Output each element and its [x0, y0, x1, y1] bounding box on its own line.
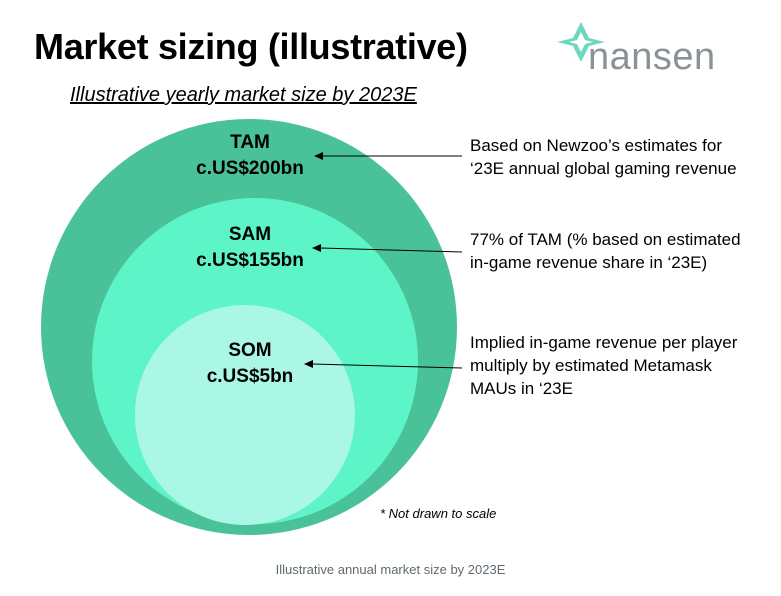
sam-note-line: 77% of TAM (% based on estimated [470, 230, 741, 249]
footnote: * Not drawn to scale [380, 506, 497, 521]
som-note: Implied in-game revenue per player multi… [470, 331, 737, 400]
som-circle [135, 305, 355, 525]
som-arrow [311, 363, 463, 369]
sam-note: 77% of TAM (% based on estimated in-game… [470, 228, 741, 274]
caption: Illustrative annual market size by 2023E [275, 562, 506, 577]
tam-note-line: ‘23E annual global gaming revenue [470, 159, 737, 178]
sam-name: SAM [228, 224, 272, 245]
sam-arrowhead [312, 244, 321, 252]
sam-value: c.US$155bn [196, 250, 304, 271]
som-note-line: Implied in-game revenue per player [470, 333, 738, 352]
som-value: c.US$5bn [206, 366, 294, 387]
tam-arrowhead [314, 152, 323, 160]
tam-label: TAM c.US$200bn [150, 130, 350, 182]
som-arrowhead [304, 360, 313, 368]
som-note-line: MAUs in ‘23E [470, 379, 573, 398]
page-title: Market sizing (illustrative) [34, 26, 468, 67]
som-label: SOM c.US$5bn [150, 338, 350, 390]
nansen-logo-icon [557, 22, 605, 62]
tam-note-line: Based on Newzoo’s estimates for [470, 136, 722, 155]
sam-note-line: in-game revenue share in ‘23E) [470, 253, 708, 272]
tam-name: TAM [230, 132, 270, 153]
tam-note: Based on Newzoo’s estimates for ‘23E ann… [470, 134, 737, 180]
tam-value: c.US$200bn [196, 158, 304, 179]
sam-label: SAM c.US$155bn [150, 222, 350, 274]
logo-text: nansen [588, 36, 716, 78]
page-subtitle: Illustrative yearly market size by 2023E [70, 84, 417, 106]
sam-arrow [319, 247, 463, 253]
som-note-line: multiply by estimated Metamask [470, 356, 712, 375]
som-name: SOM [228, 340, 272, 361]
